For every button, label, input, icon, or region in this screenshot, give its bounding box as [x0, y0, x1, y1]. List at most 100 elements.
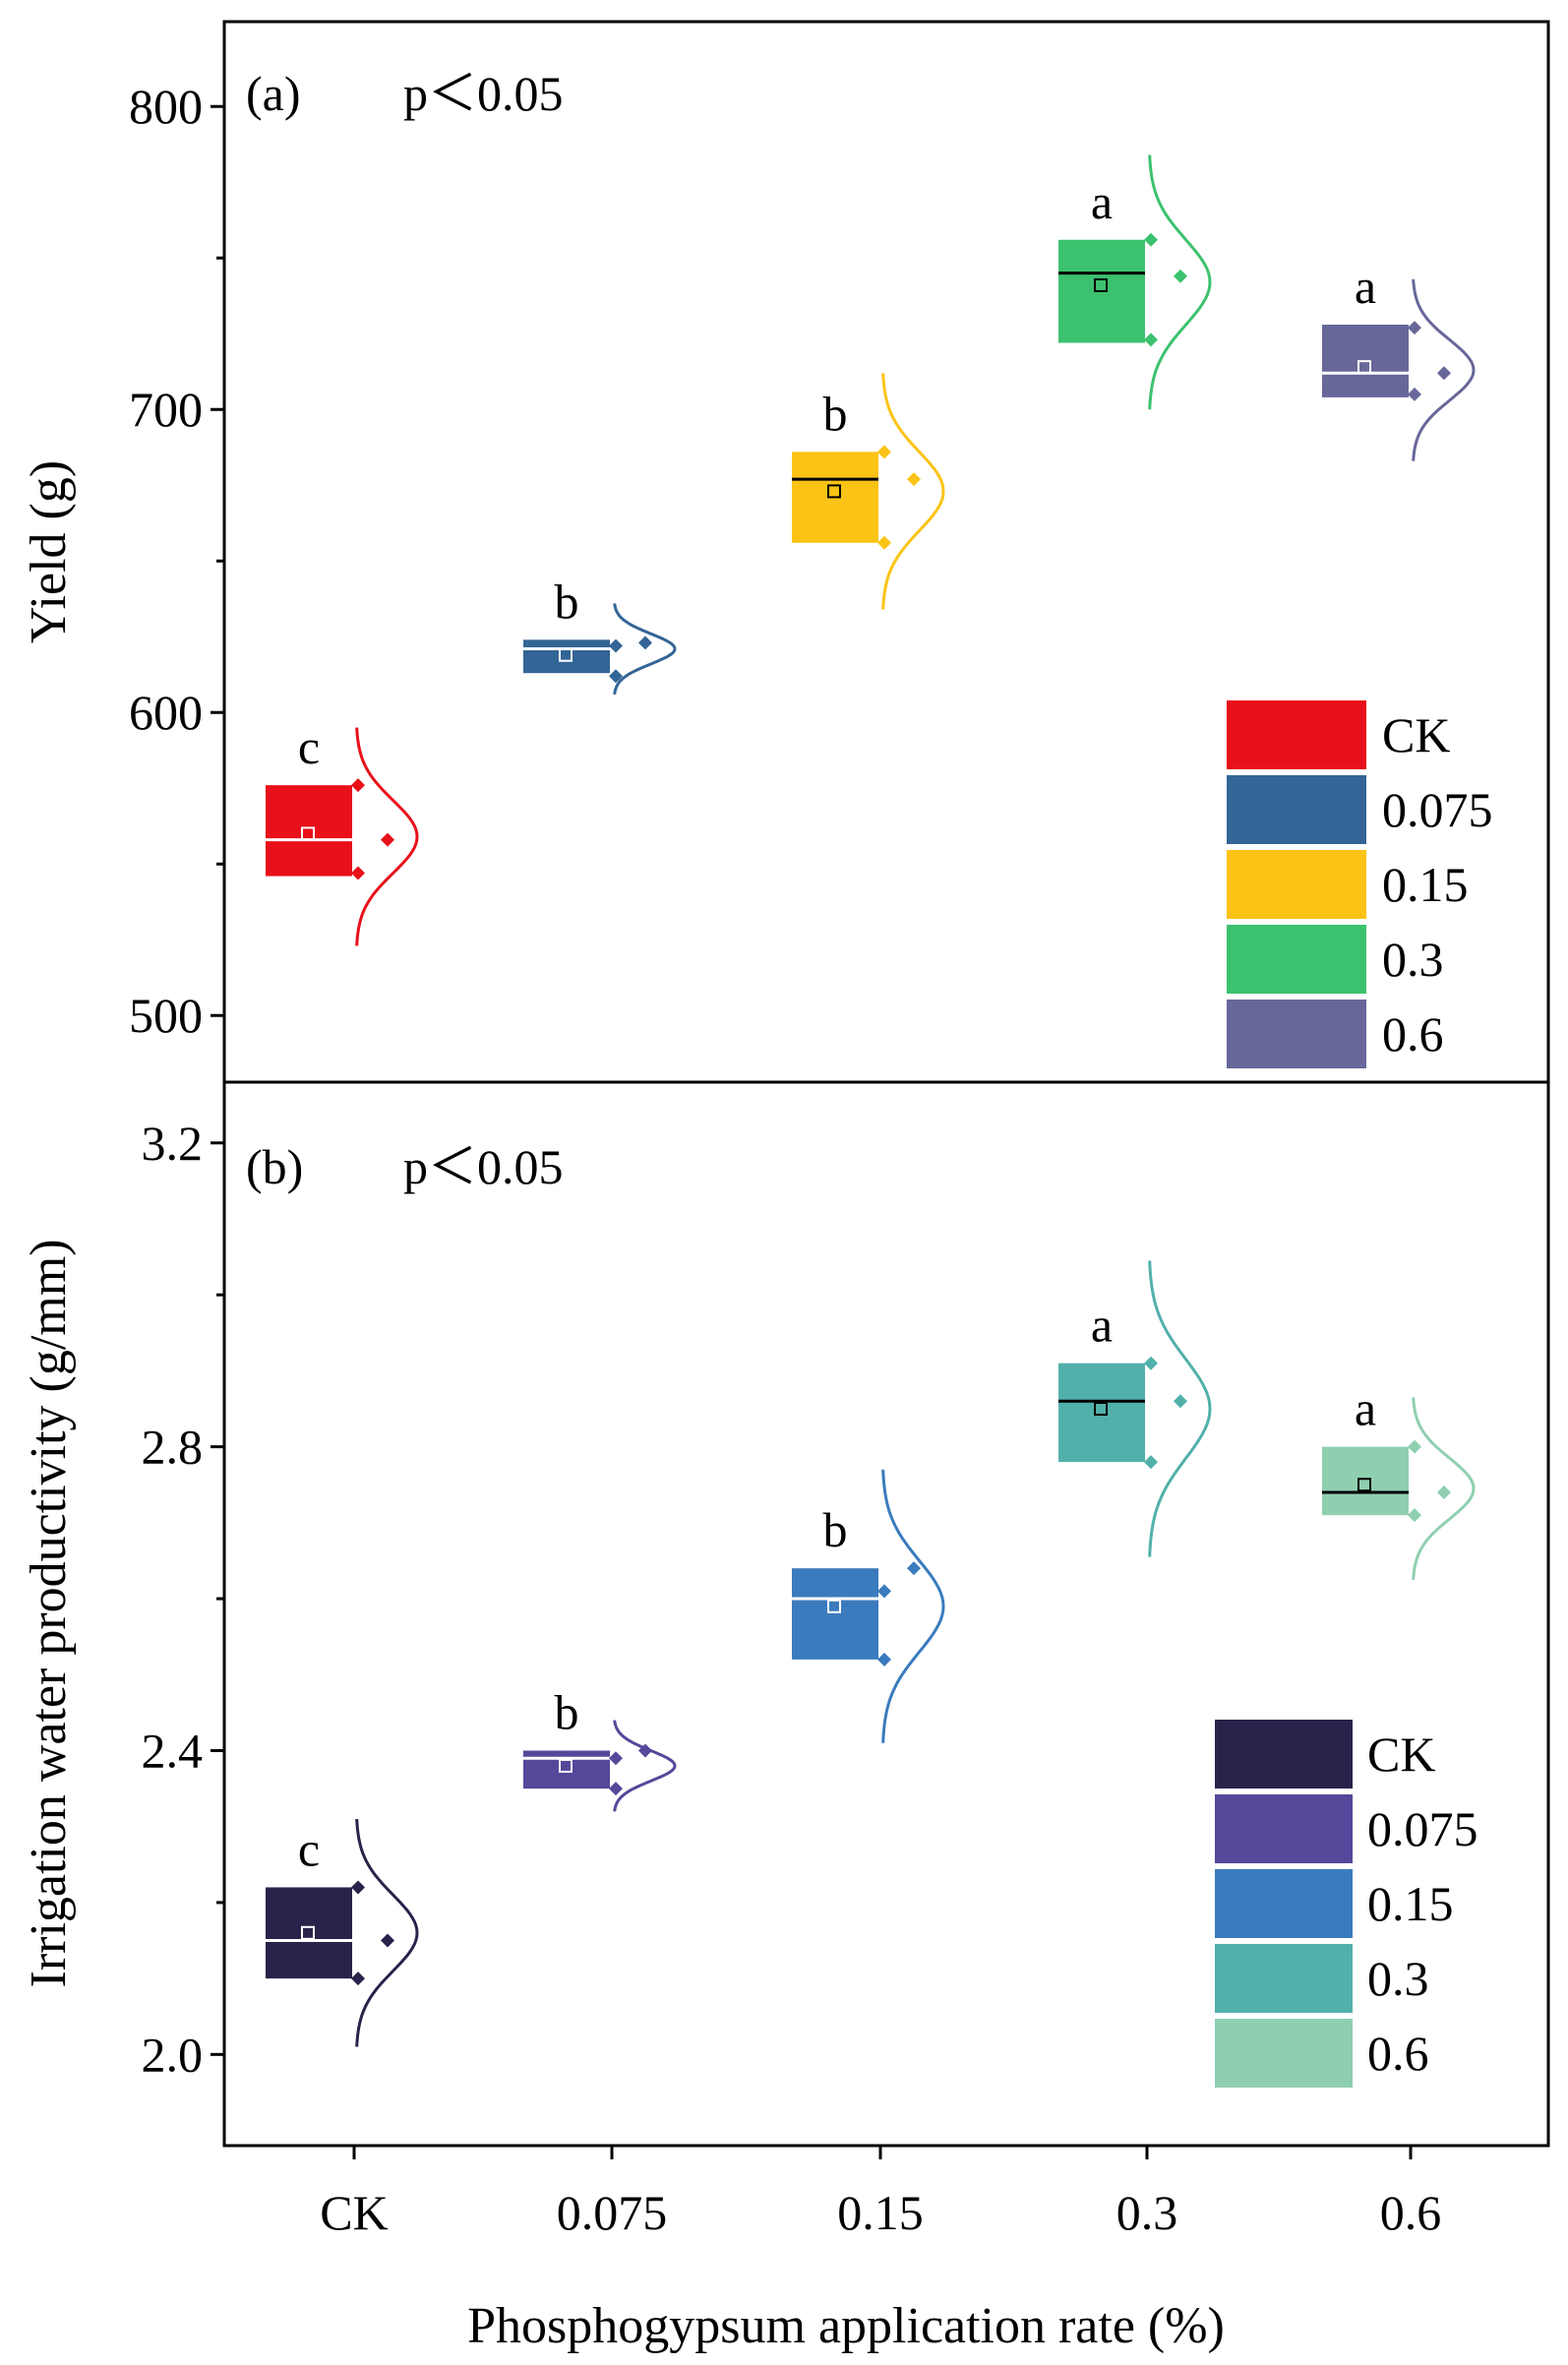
significance-letter: b	[555, 1684, 579, 1739]
data-point	[877, 1584, 891, 1599]
x-axis: CK 0.075 0.15 0.3 0.6	[320, 2146, 1441, 2240]
data-point	[877, 1652, 891, 1667]
legend-swatch	[1215, 1720, 1353, 1789]
significance-letter: c	[298, 1821, 320, 1876]
y-tick-label: 3.2	[142, 1116, 204, 1171]
data-point	[351, 866, 365, 880]
plot-frame	[222, 1080, 1550, 2148]
legend-swatch	[1215, 1869, 1353, 1938]
distribution-curve	[613, 1720, 677, 1812]
distribution-curve	[355, 1818, 419, 2047]
y-tick-label: 700	[129, 382, 203, 437]
data-point	[1144, 1356, 1158, 1370]
box	[266, 1887, 352, 1979]
legend-label: 0.15	[1367, 1876, 1454, 1931]
legend: CK 0.075 0.15 0.3 0.6	[1227, 700, 1493, 1068]
distribution-curve	[1148, 1260, 1212, 1557]
y-axis-label: Yield (g)	[21, 460, 77, 643]
distribution-curve	[881, 1469, 945, 1743]
data-point	[638, 636, 652, 650]
significance-letter: a	[1091, 174, 1113, 229]
y-tick-label: 500	[129, 988, 203, 1043]
significance-letter: b	[555, 574, 579, 629]
x-tick-label: 0.075	[557, 2185, 668, 2240]
mean-marker	[1094, 1402, 1108, 1417]
data-point	[1174, 1394, 1187, 1409]
y-axis-label: Irrigation water productivity (g/mm)	[21, 1239, 77, 1987]
mean-marker	[1094, 277, 1108, 292]
mean-marker	[1357, 360, 1371, 375]
box	[266, 785, 352, 877]
legend-swatch	[1215, 1944, 1353, 2013]
x-tick-label: 0.6	[1380, 2185, 1442, 2240]
data-point	[1174, 269, 1187, 283]
significance-letter: b	[823, 386, 848, 441]
data-point	[877, 535, 891, 550]
data-point	[1144, 1455, 1158, 1470]
distribution-curve	[1148, 154, 1212, 410]
legend-label: CK	[1367, 1727, 1435, 1782]
distribution-curve	[613, 603, 677, 695]
legend-swatch	[1227, 775, 1366, 844]
mean-marker	[1357, 1478, 1371, 1492]
box	[523, 1750, 610, 1789]
y-tick-label: 2.0	[142, 2027, 204, 2082]
significance-letter: a	[1091, 1298, 1113, 1353]
box	[792, 1568, 878, 1660]
data-point	[351, 1880, 365, 1895]
legend-swatch	[1215, 1794, 1353, 1863]
data-point	[609, 669, 623, 684]
data-point	[609, 1751, 623, 1766]
data-point	[381, 832, 394, 847]
data-point	[1408, 1508, 1421, 1523]
panel-b: 2.0 2.4 2.8 3.2 Irrigation water productivit…	[21, 1080, 1550, 2148]
legend-swatch	[1227, 1000, 1366, 1068]
legend-label: 0.3	[1367, 1951, 1429, 2006]
legend-label: CK	[1382, 707, 1450, 762]
legend-label: 0.6	[1382, 1006, 1444, 1061]
legend-swatch	[1227, 700, 1366, 769]
legend: CK 0.075 0.15 0.3 0.6	[1215, 1720, 1478, 2088]
box	[1058, 1363, 1145, 1463]
data-point	[1408, 321, 1421, 335]
data-point	[351, 1971, 365, 1986]
legend-label: 0.3	[1382, 932, 1444, 987]
data-point	[609, 638, 623, 653]
data-point	[1437, 366, 1451, 381]
y-tick-label: 2.4	[142, 1723, 204, 1778]
mean-marker	[827, 1599, 841, 1613]
box	[523, 639, 610, 674]
data-point	[907, 1561, 921, 1576]
legend-label: 0.6	[1367, 2026, 1429, 2081]
distribution-curve	[1412, 1397, 1476, 1580]
legend-label: 0.075	[1382, 782, 1493, 837]
significance-letter: a	[1355, 259, 1376, 314]
box	[1322, 1446, 1409, 1516]
panel-label: (a)	[246, 66, 301, 121]
x-axis-label: Phosphogypsum application rate (%)	[467, 2298, 1225, 2354]
y-tick-label: 800	[129, 79, 203, 134]
data-point	[381, 1933, 394, 1948]
p-value-annotation: p＜0.05	[403, 1139, 564, 1194]
legend-swatch	[1227, 850, 1366, 919]
data-point	[1437, 1485, 1451, 1499]
mean-marker	[559, 1758, 573, 1773]
significance-letter: a	[1355, 1381, 1376, 1436]
x-tick-label: 0.3	[1116, 2185, 1178, 2240]
legend-label: 0.15	[1382, 857, 1469, 912]
data-point	[907, 472, 921, 487]
distribution-curve	[1412, 278, 1476, 461]
mean-marker	[301, 1925, 315, 1940]
x-tick-label: 0.15	[837, 2185, 924, 2240]
data-point	[1144, 333, 1158, 347]
distribution-curve	[355, 727, 419, 946]
y-tick-label: 600	[129, 685, 203, 740]
legend-swatch	[1227, 925, 1366, 994]
data-point	[877, 445, 891, 459]
significance-letter: b	[823, 1502, 848, 1557]
panel-label: (b)	[246, 1139, 303, 1194]
mean-marker	[559, 647, 573, 662]
distribution-curve	[881, 373, 945, 610]
x-tick-label: CK	[320, 2185, 388, 2240]
